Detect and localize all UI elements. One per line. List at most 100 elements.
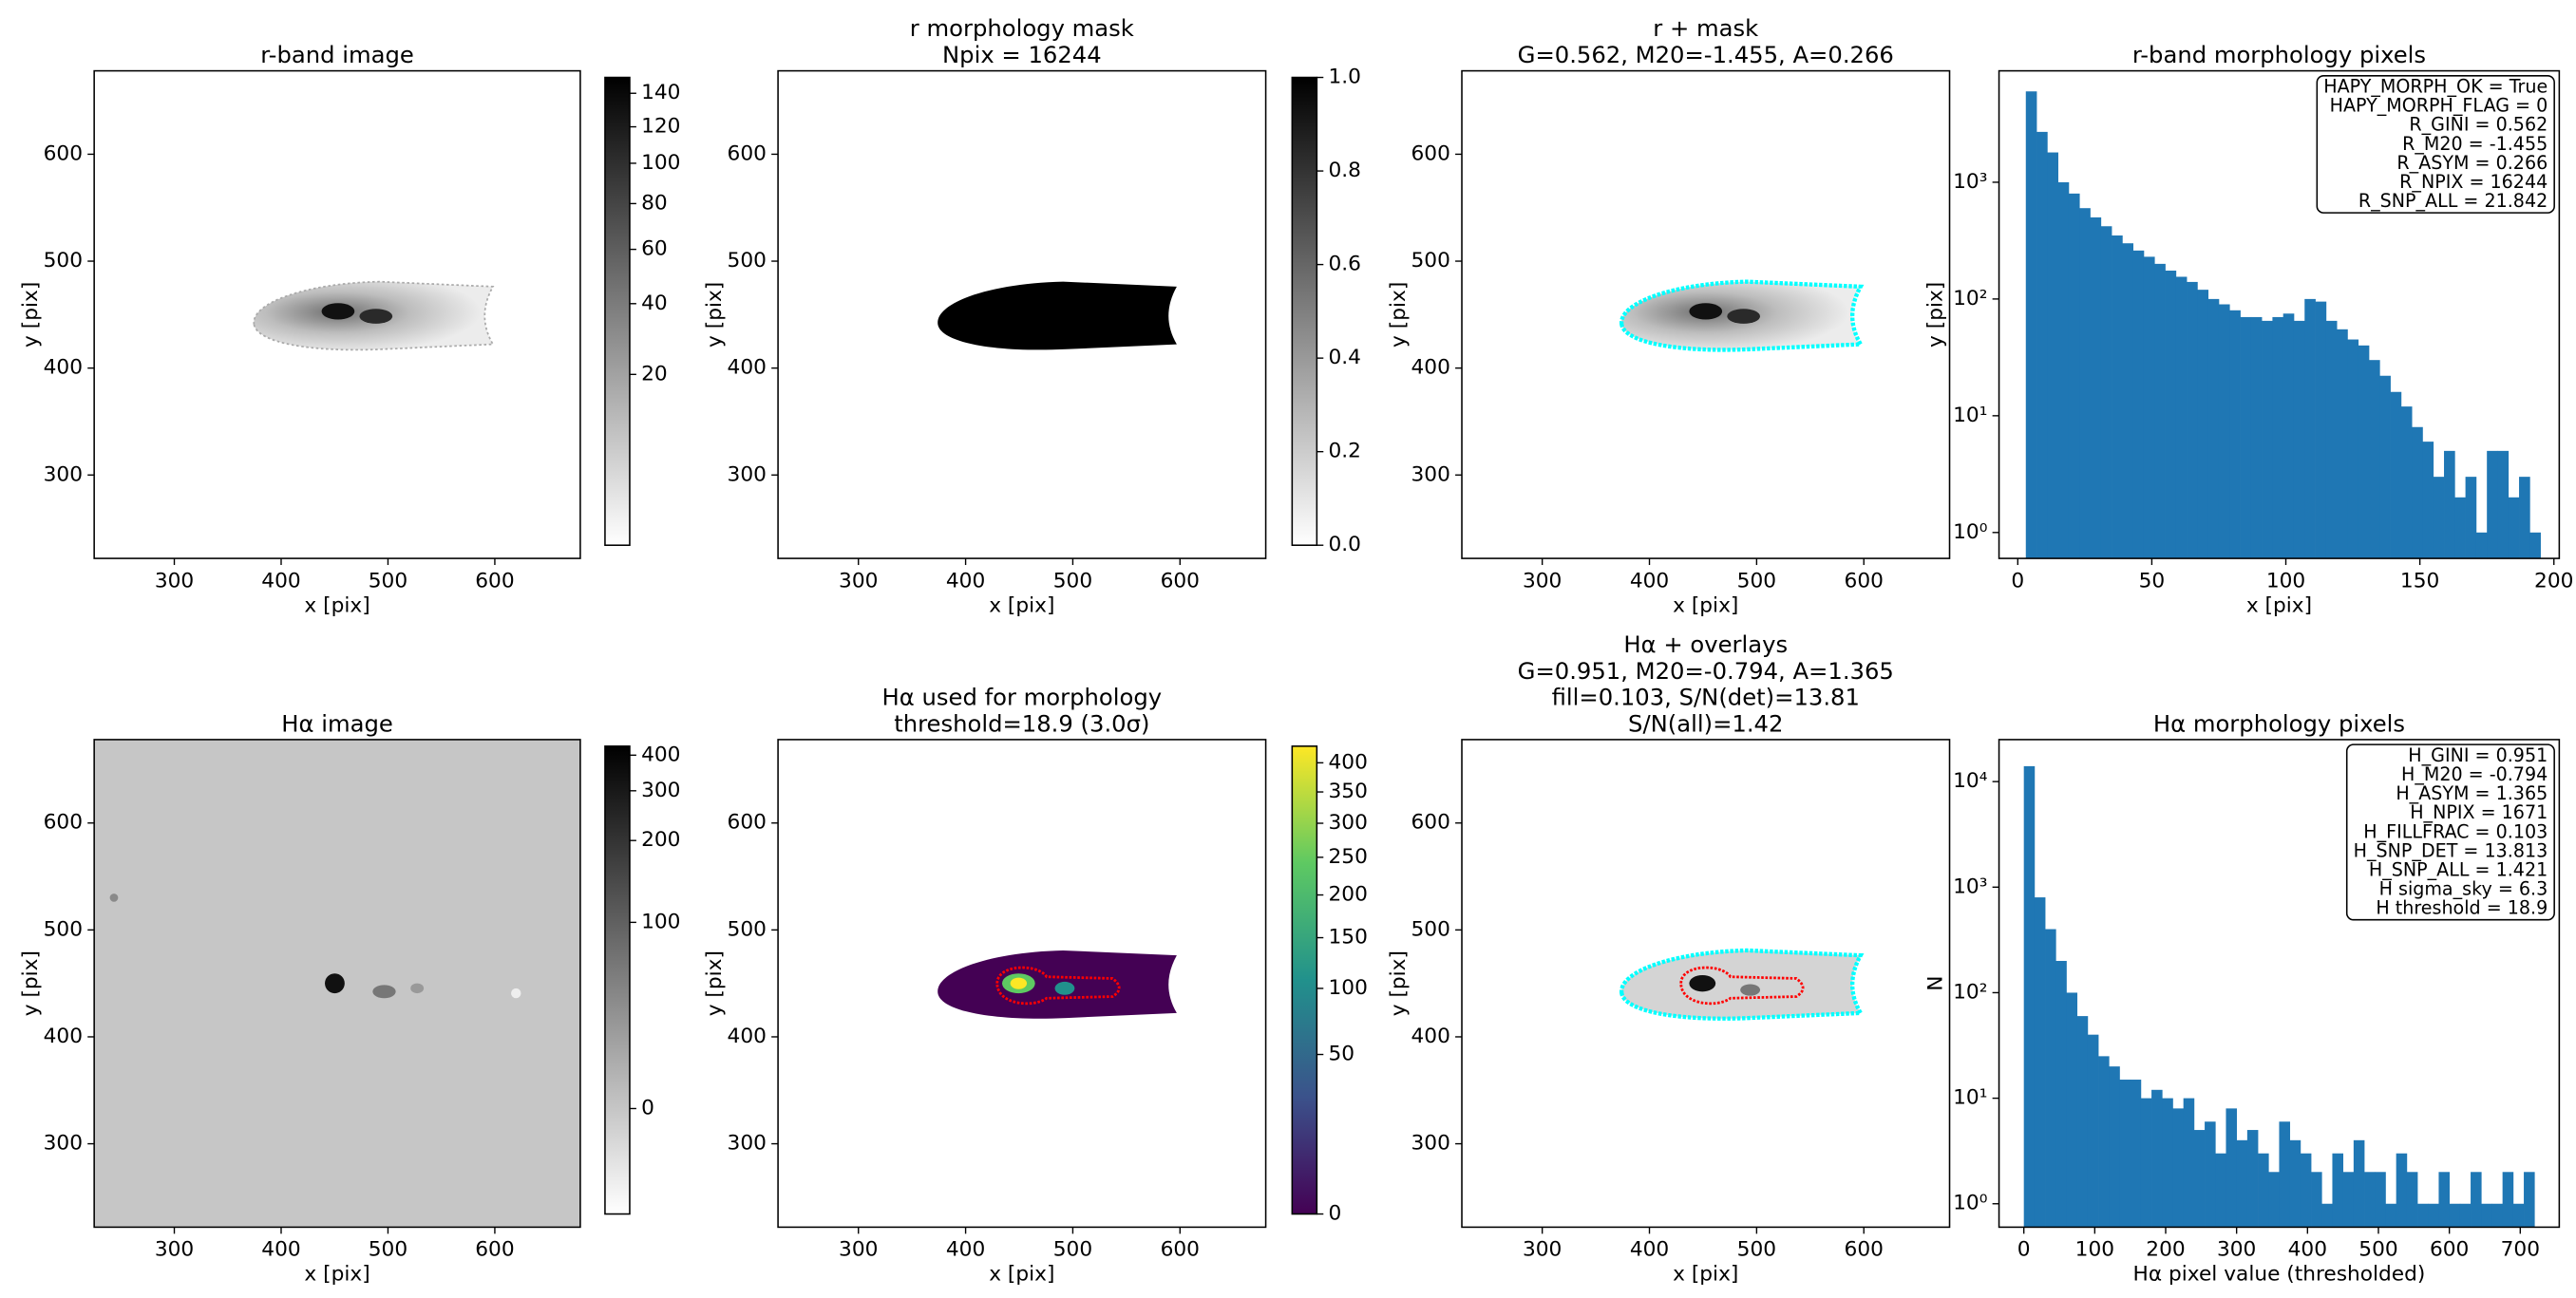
x-tick-label: 400 [261, 1238, 300, 1262]
histogram-bar [2300, 1153, 2312, 1228]
colorbar-tick-label: 300 [1329, 811, 1368, 835]
histogram-bar [2379, 375, 2391, 559]
histogram-bar [2240, 316, 2252, 559]
histogram-bar [2100, 226, 2112, 559]
annotation-line: H_NPIX = 1671 [2410, 802, 2548, 823]
x-tick-label: 600 [1161, 569, 1200, 593]
colorbar-tick-label: 0.0 [1329, 533, 1361, 556]
histogram-bar [2449, 1203, 2461, 1228]
colorbar-tick-label: 120 [641, 115, 680, 139]
x-tick-label: 300 [1523, 569, 1562, 593]
annotation-line: HAPY_MORPH_FLAG = 0 [2330, 96, 2548, 117]
axes-frame [1461, 69, 1951, 559]
image-content [94, 282, 1861, 1228]
colorbar-tick-label: 0.2 [1329, 440, 1361, 463]
histogram-bar [2025, 91, 2037, 559]
histogram-bar [2045, 929, 2056, 1228]
histogram-bar [2066, 992, 2078, 1228]
x-axis-label: x [pix] [2246, 593, 2312, 617]
colorbar-tick-label: 40 [641, 292, 668, 315]
histogram-bar [2364, 1172, 2376, 1228]
histogram-bar [2471, 1172, 2482, 1228]
y-tick-label: 400 [1411, 356, 1450, 380]
panel-title: Hα image [281, 709, 393, 737]
annotation-line: R_SNP_ALL = 21.842 [2358, 191, 2548, 212]
histogram-bar [2406, 1172, 2418, 1228]
colorbar-tick-label: 0 [1329, 1202, 1342, 1226]
y-axis-label: y [pix] [1924, 282, 1948, 348]
histogram-bar [2529, 532, 2541, 559]
histogram-bar [2151, 1089, 2163, 1228]
annotation-line: R_GINI = 0.562 [2409, 115, 2548, 136]
y-tick-label: 500 [44, 249, 83, 273]
y-tick-label: 300 [728, 1132, 767, 1156]
histogram-bar [2215, 1153, 2226, 1228]
x-tick-label: 400 [946, 569, 985, 593]
panel-title: Hα + overlays [1623, 630, 1788, 658]
x-axis-label: x [pix] [1673, 1263, 1738, 1287]
y-tick-label: 500 [728, 249, 767, 273]
y-tick-label: 10⁰ [1953, 520, 1987, 544]
histogram-bar [2165, 271, 2177, 559]
annotation-line: H threshold = 18.9 [2376, 898, 2548, 919]
panel-title: S/N(all)=1.42 [1628, 709, 1783, 737]
histogram-bar [2122, 243, 2134, 559]
histogram-bar [2262, 320, 2273, 559]
colorbar-tick-label: 400 [641, 743, 680, 766]
histogram-bar [2400, 406, 2413, 559]
colorbar [1291, 76, 1318, 546]
x-tick-label: 500 [1053, 569, 1092, 593]
histogram-bar [2268, 1172, 2280, 1228]
histogram-bar [2272, 316, 2284, 559]
panel-title: Npix = 16244 [942, 41, 1102, 68]
x-tick-label: 300 [1523, 1238, 1562, 1262]
annotation-line: R_M20 = -1.455 [2402, 134, 2548, 155]
y-axis-label: y [pix] [703, 282, 727, 348]
annotation-line: H sigma_sky = 6.3 [2379, 879, 2548, 900]
x-tick-label: 600 [475, 569, 514, 593]
x-tick-label: 400 [1630, 569, 1669, 593]
histogram-bar [2347, 339, 2359, 559]
x-tick-label: 400 [2288, 1238, 2327, 1262]
histogram-bar [2487, 450, 2498, 559]
colorbar-tick-label: 250 [1329, 845, 1368, 869]
histogram-bar [2218, 304, 2230, 559]
histogram-bar [2433, 477, 2445, 559]
panel-title: r-band image [260, 41, 414, 68]
x-axis-label: Hα pixel value (thresholded) [2133, 1263, 2426, 1287]
colorbar-tick-label: 100 [641, 151, 680, 175]
y-tick-label: 300 [44, 1132, 83, 1156]
y-tick-label: 600 [44, 811, 83, 835]
histogram-bar [2412, 426, 2423, 559]
y-tick-label: 10³ [1953, 875, 1987, 898]
histogram-bar [2250, 316, 2263, 559]
y-tick-label: 300 [44, 462, 83, 486]
axes-frame [777, 69, 1267, 559]
histogram-bar [2229, 310, 2241, 559]
histogram-bar [2353, 1139, 2365, 1228]
x-tick-label: 100 [2075, 1238, 2114, 1262]
histogram-bar [2098, 1056, 2110, 1228]
histogram-bar [2183, 1098, 2195, 1228]
histogram-bar [2311, 1172, 2322, 1228]
histogram-bar [2512, 1203, 2525, 1228]
y-axis-label: y [pix] [1387, 950, 1411, 1016]
histogram-bar [2197, 290, 2209, 559]
histogram-bar [2109, 1066, 2120, 1228]
histogram-bar [2226, 1108, 2238, 1228]
histogram-bar [2358, 345, 2370, 559]
y-tick-label: 500 [1411, 249, 1450, 273]
panel-title: Hα used for morphology [882, 684, 1163, 711]
x-tick-label: 100 [2266, 569, 2305, 593]
histogram-bar [2315, 301, 2327, 559]
histogram-bar [2258, 1153, 2269, 1228]
histogram-bar [2207, 298, 2220, 559]
histogram-bar [2057, 181, 2070, 559]
histogram-bar [2023, 765, 2036, 1228]
colorbar-tick-label: 100 [641, 910, 680, 933]
histogram-bar [2079, 208, 2091, 559]
histogram-bar [2385, 1203, 2397, 1228]
panel-title: G=0.951, M20=-0.794, A=1.365 [1518, 657, 1894, 685]
x-tick-label: 50 [2139, 569, 2166, 593]
histogram-bar [2154, 263, 2166, 559]
